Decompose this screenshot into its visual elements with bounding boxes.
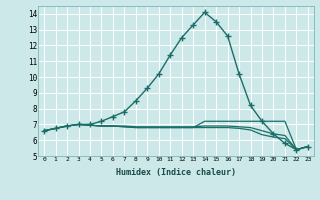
X-axis label: Humidex (Indice chaleur): Humidex (Indice chaleur) [116,168,236,177]
